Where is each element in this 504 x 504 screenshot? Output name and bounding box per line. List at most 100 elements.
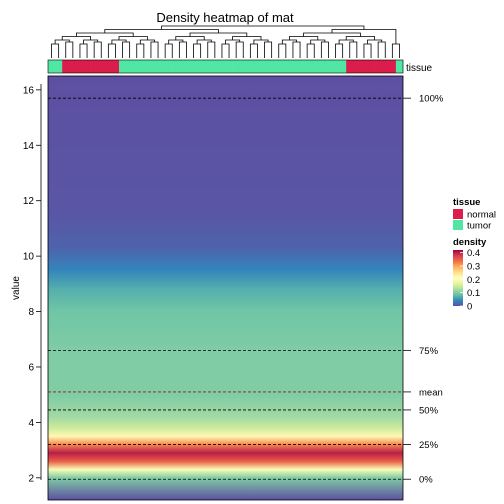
dendrogram-branch — [61, 36, 91, 40]
annotation-cell — [168, 60, 177, 73]
heatmap-border — [47, 75, 404, 501]
dendrogram-branch — [320, 41, 329, 58]
annotation-cell — [332, 60, 340, 73]
annotation-cell — [353, 60, 361, 73]
y-axis-label: value — [11, 276, 22, 300]
annotation-cell — [190, 60, 198, 73]
legend-label: tumor — [467, 221, 491, 232]
dendrogram-branch — [249, 43, 258, 58]
annotation-cell — [55, 60, 63, 73]
legend-swatch — [453, 209, 463, 219]
annotation-cell — [324, 60, 333, 73]
annotation-cell — [381, 60, 390, 73]
annotation-cell — [239, 60, 248, 73]
quantile-label: 75% — [419, 346, 439, 357]
annotation-cell — [97, 60, 106, 73]
dendrogram-branch — [107, 43, 116, 58]
dendrogram-branch — [264, 41, 273, 58]
annotation-cell — [317, 60, 326, 73]
annotation-cell — [374, 60, 382, 73]
annotation-border — [47, 59, 404, 74]
column-dendrogram — [51, 25, 400, 58]
annotation-cell — [339, 60, 347, 73]
annotation-cell — [48, 60, 56, 73]
dendrogram-branch — [161, 25, 365, 30]
dendrogram-branch — [175, 36, 205, 40]
y-tick-label: 10 — [23, 252, 35, 263]
annotation-cell — [133, 60, 141, 73]
dendrogram-branch — [363, 43, 372, 58]
dendrogram-branch — [136, 43, 145, 58]
annotation-cell — [296, 60, 304, 73]
quantile-label: 100% — [419, 94, 444, 105]
annotation-cell — [154, 60, 162, 73]
annotation-cell — [161, 60, 169, 73]
annotation-cell — [90, 60, 98, 73]
annotation-cell — [232, 60, 240, 73]
annotation-cell — [182, 60, 191, 73]
dendrogram-branch — [235, 41, 244, 58]
y-tick-label: 6 — [28, 362, 34, 373]
annotation-cell — [289, 60, 297, 73]
annotation-cell — [388, 60, 397, 73]
y-tick-label: 2 — [28, 473, 34, 484]
annotation-cell — [218, 60, 226, 73]
annotation-cell — [246, 60, 255, 73]
dendrogram-branch — [306, 43, 315, 58]
dendrogram-branch — [178, 41, 187, 58]
dendrogram-branch — [207, 41, 216, 58]
annotation-cell — [175, 60, 184, 73]
legend-density-title: density — [453, 237, 487, 248]
quantile-label: 0% — [419, 475, 433, 486]
annotation-cell — [310, 60, 319, 73]
dendrogram-branch — [345, 36, 375, 40]
dendrogram-branch — [122, 41, 131, 58]
annotation-cell — [83, 60, 91, 73]
dendrogram-branch — [93, 41, 102, 58]
dendrogram-branch — [150, 41, 159, 58]
annotation-cell — [225, 60, 233, 73]
annotation-cell — [104, 60, 113, 73]
y-tick-label: 8 — [28, 307, 34, 318]
annotation-cell — [275, 60, 283, 73]
dendrogram-branch — [76, 32, 134, 37]
dendrogram-branch — [335, 43, 344, 58]
dendrogram-branch — [221, 43, 230, 58]
annotation-cell — [367, 60, 375, 73]
quantile-label: 50% — [419, 405, 439, 416]
annotation-cell — [282, 60, 290, 73]
annotation-cell — [303, 60, 311, 73]
annotation-cell — [204, 60, 212, 73]
annotation-cell — [261, 60, 269, 73]
chart-title: Density heatmap of mat — [156, 10, 294, 25]
annotation-cell — [111, 60, 120, 73]
legend-label: normal — [467, 210, 496, 221]
annotation-cell — [360, 60, 368, 73]
annotation-cell — [268, 60, 276, 73]
annotation-cell — [119, 60, 127, 73]
dendrogram-branch — [79, 43, 88, 58]
dendrogram-branch — [193, 43, 202, 58]
density-colorbar — [453, 250, 463, 306]
quantile-label: mean — [419, 387, 443, 398]
y-tick-label: 14 — [23, 141, 35, 152]
dendrogram-branch — [65, 41, 74, 58]
dendrogram-branch — [292, 41, 301, 58]
annotation-cell — [346, 60, 354, 73]
dendrogram-branch — [377, 41, 386, 58]
dendrogram-branch — [189, 32, 248, 37]
annotation-cell — [69, 60, 77, 73]
dendrogram-branch — [303, 32, 361, 37]
density-legend-ticks: 0.4 0.3 0.2 0.1 0 — [460, 248, 480, 313]
quantile-label: 25% — [419, 440, 439, 451]
dendrogram-branch — [391, 43, 400, 58]
annotation-cell — [395, 60, 404, 73]
dendrogram-branch — [118, 36, 148, 40]
colorbar-tick-label: 0.4 — [467, 248, 480, 259]
annotation-cell — [147, 60, 155, 73]
tissue-annotation-bar — [47, 59, 404, 74]
y-tick-label: 12 — [23, 196, 35, 207]
